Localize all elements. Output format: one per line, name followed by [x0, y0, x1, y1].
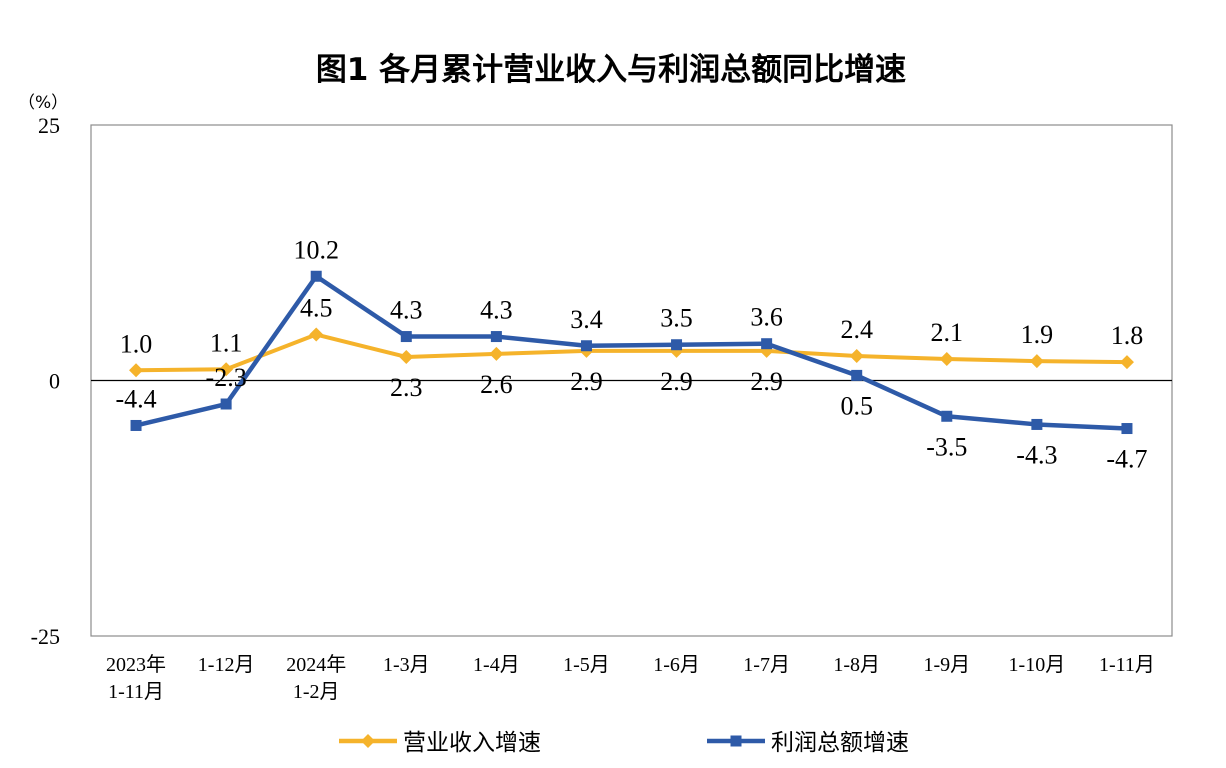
y-tick-label: 0 — [49, 369, 60, 394]
data-label: 2.6 — [480, 370, 513, 399]
series-1-point — [489, 346, 504, 361]
y-tick-label: 25 — [38, 113, 60, 138]
data-label: 0.5 — [840, 391, 873, 420]
series-2-point — [671, 339, 683, 351]
x-tick-label: 1-7月 — [743, 654, 790, 676]
x-tick-label: 1-2月 — [293, 681, 340, 703]
data-label: 4.3 — [480, 296, 513, 325]
x-tick-label: 1-10月 — [1009, 654, 1066, 676]
legend-marker — [361, 734, 375, 748]
data-label: 2.4 — [840, 315, 873, 344]
data-label: 1.8 — [1111, 321, 1144, 350]
data-label: 4.5 — [300, 294, 333, 323]
x-tick-label: 1-4月 — [473, 654, 520, 676]
series-2-point — [490, 331, 502, 343]
series-2-point — [220, 398, 232, 410]
data-label: 3.5 — [660, 304, 693, 333]
x-tick-label: 1-9月 — [923, 654, 970, 676]
data-label: 1.0 — [120, 329, 153, 358]
data-label: 2.9 — [570, 367, 603, 396]
data-label: 3.4 — [570, 305, 603, 334]
series-2-point — [400, 331, 412, 343]
series-2-point — [1031, 418, 1043, 430]
series-2-point — [130, 419, 142, 431]
x-tick-label: 1-3月 — [383, 654, 430, 676]
data-label: 1.1 — [210, 328, 243, 357]
data-label: 4.3 — [390, 296, 423, 325]
data-label: 2.9 — [660, 367, 693, 396]
series-2-point — [1121, 423, 1133, 435]
series-2-point — [941, 410, 953, 422]
data-label: -4.4 — [115, 384, 156, 413]
x-tick-label: 2024年 — [286, 653, 346, 676]
x-tick-label: 1-8月 — [833, 654, 880, 676]
x-tick-label: 1-6月 — [653, 654, 700, 676]
data-label: 10.2 — [293, 235, 339, 264]
data-label: 2.3 — [390, 373, 423, 402]
data-label: 1.9 — [1021, 320, 1054, 349]
legend-marker — [730, 735, 742, 747]
series-line-2 — [135, 274, 1128, 431]
series-1-point — [1119, 355, 1134, 370]
series-2-point — [761, 338, 773, 350]
data-label: -2.3 — [206, 363, 247, 392]
series-1-point — [219, 362, 234, 377]
data-label: -4.7 — [1106, 445, 1147, 474]
series-2-point — [580, 340, 592, 352]
data-label: -3.5 — [926, 432, 967, 461]
x-tick-label: 1-5月 — [563, 654, 610, 676]
y-tick-label: -25 — [31, 624, 60, 649]
series-1-point — [849, 348, 864, 363]
data-label: 3.6 — [750, 303, 783, 332]
y-axis-unit: （%） — [18, 93, 68, 113]
chart-title: 图1 各月累计营业收入与利润总额同比增速 — [316, 52, 906, 88]
series-1-point — [309, 327, 324, 342]
x-tick-label: 1-11月 — [108, 681, 164, 703]
data-label: -4.3 — [1016, 440, 1057, 469]
x-tick-label: 1-12月 — [198, 654, 255, 676]
series-line-1 — [136, 332, 1127, 373]
series-2-point — [851, 369, 863, 381]
data-label: 2.9 — [750, 367, 783, 396]
x-tick-label: 2023年 — [106, 653, 166, 676]
legend-label: 利润总额增速 — [771, 730, 909, 756]
series-1-point — [939, 352, 954, 367]
series-1-point — [1029, 354, 1044, 369]
series-1-point — [129, 363, 144, 378]
legend-label: 营业收入增速 — [403, 730, 541, 756]
series-1-point — [399, 349, 414, 364]
x-tick-label: 1-11月 — [1099, 654, 1155, 676]
data-label: 2.1 — [931, 318, 964, 347]
series-2-point — [310, 270, 322, 282]
